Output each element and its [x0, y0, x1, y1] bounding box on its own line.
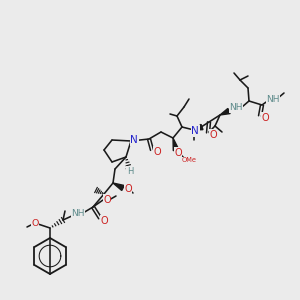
Text: O: O — [100, 216, 108, 226]
Text: O: O — [209, 130, 217, 140]
Polygon shape — [220, 108, 230, 115]
Polygon shape — [173, 138, 179, 151]
Text: NH: NH — [229, 103, 243, 112]
Text: OMe: OMe — [182, 157, 196, 163]
Polygon shape — [194, 124, 203, 130]
Text: H: H — [127, 167, 133, 176]
Text: O: O — [153, 147, 161, 157]
Text: N: N — [130, 135, 138, 145]
Polygon shape — [113, 183, 124, 190]
Text: O: O — [124, 184, 132, 194]
Text: O: O — [261, 113, 269, 123]
Text: NH: NH — [71, 209, 85, 218]
Text: O: O — [31, 220, 39, 229]
Text: N: N — [191, 126, 199, 136]
Text: NH: NH — [266, 94, 280, 103]
Text: O: O — [103, 195, 111, 205]
Text: O: O — [174, 148, 182, 158]
